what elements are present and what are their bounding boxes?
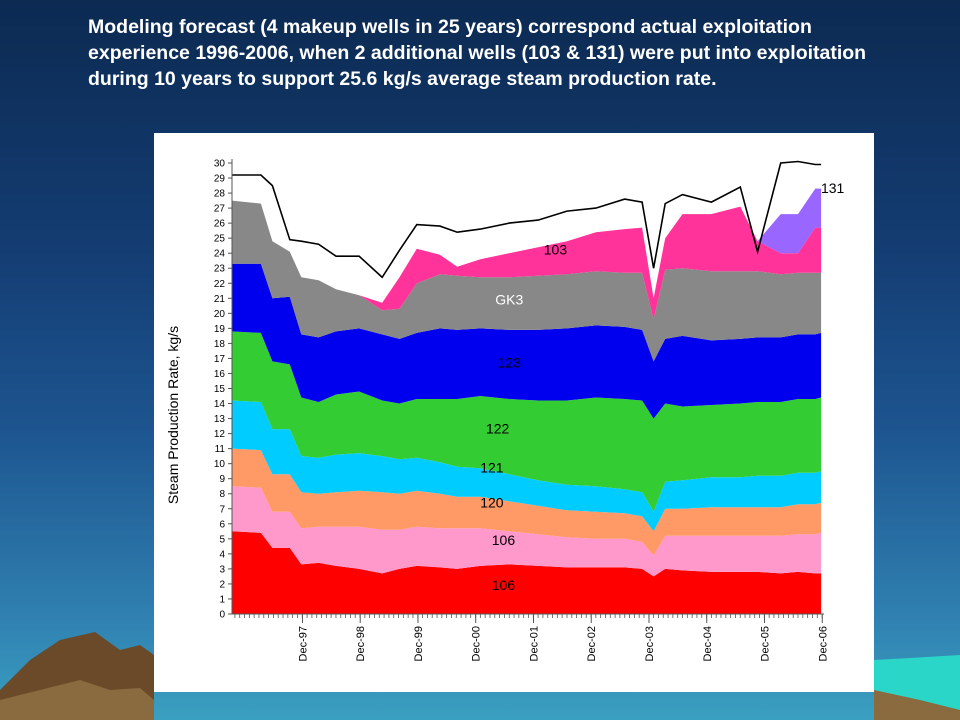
area-series-gk3-6 bbox=[232, 200, 822, 362]
y-tick-label: 15 bbox=[214, 384, 226, 395]
y-tick-label: 5 bbox=[219, 534, 225, 545]
series-label-106: 106 bbox=[492, 532, 516, 548]
chart-axes: 0123456789101112131415161718192021222324… bbox=[214, 159, 829, 662]
total-production-line bbox=[232, 160, 822, 279]
y-tick-label: 10 bbox=[214, 459, 226, 470]
series-areas bbox=[232, 188, 822, 614]
y-tick-label: 6 bbox=[219, 519, 225, 530]
x-tick-label: Dec-04 bbox=[702, 626, 714, 661]
series-label-103: 103 bbox=[544, 242, 568, 258]
y-tick-label: 2 bbox=[219, 579, 225, 590]
x-tick-label: Dec-98 bbox=[355, 626, 367, 661]
x-tick-label: Dec-01 bbox=[528, 626, 540, 661]
x-tick-label: Dec-06 bbox=[817, 626, 829, 661]
total-line bbox=[232, 160, 822, 279]
series-label-131: 131 bbox=[821, 180, 845, 196]
y-tick-label: 3 bbox=[219, 564, 225, 575]
area-series-106-1 bbox=[232, 486, 822, 577]
x-tick-label: Dec-97 bbox=[297, 626, 309, 661]
x-tick-label: Dec-00 bbox=[471, 626, 483, 661]
y-tick-label: 24 bbox=[214, 249, 226, 260]
chart-panel: 0 1 2 3 4 5 6 7 8 9 10 11 12 13 14 15 16 17 18 19 20 21 22 23 24… bbox=[154, 133, 874, 692]
area-series-123-5 bbox=[232, 263, 822, 419]
area-series-122-4 bbox=[232, 331, 822, 512]
series-label-106: 106 bbox=[492, 577, 516, 593]
y-tick-label: 28 bbox=[214, 189, 226, 200]
x-tick-label: Dec-02 bbox=[586, 626, 598, 661]
series-label-gk3: GK3 bbox=[495, 291, 523, 307]
y-tick-label: 13 bbox=[214, 414, 226, 425]
headline-text: Modeling forecast (4 makeup wells in 25 … bbox=[88, 16, 867, 90]
y-tick-label: 11 bbox=[215, 444, 226, 455]
y-tick-label: 14 bbox=[214, 399, 226, 410]
y-tick-label: 19 bbox=[214, 324, 226, 335]
y-tick-label: 20 bbox=[214, 309, 226, 320]
y-axis-title: Steam Production Rate, kg/s bbox=[165, 326, 181, 504]
y-tick-label: 12 bbox=[214, 429, 226, 440]
y-tick-label: 21 bbox=[214, 294, 226, 305]
y-tick-label: 1 bbox=[219, 594, 225, 605]
x-tick-label: Dec-03 bbox=[644, 626, 656, 661]
series-label-122: 122 bbox=[486, 421, 510, 437]
area-series-120-2 bbox=[232, 448, 822, 556]
y-tick-label: 30 bbox=[214, 159, 226, 170]
y-tick-label: 29 bbox=[214, 174, 226, 185]
area-series-106-0 bbox=[232, 531, 822, 614]
y-tick-label: 17 bbox=[214, 354, 226, 365]
y-tick-label: 18 bbox=[214, 339, 226, 350]
y-tick-label: 25 bbox=[214, 234, 226, 245]
y-tick-label: 8 bbox=[219, 489, 225, 500]
x-tick-label: Dec-05 bbox=[760, 626, 772, 661]
area-series-121-3 bbox=[232, 400, 822, 532]
area-series-103-7 bbox=[232, 200, 822, 320]
y-tick-label: 0 bbox=[219, 610, 225, 621]
x-tick-label: Dec-99 bbox=[413, 626, 425, 661]
y-tick-label: 4 bbox=[219, 549, 225, 560]
y-tick-label: 23 bbox=[214, 264, 226, 275]
y-tick-label: 16 bbox=[214, 369, 226, 380]
series-label-120: 120 bbox=[480, 494, 504, 510]
y-tick-label: 9 bbox=[219, 474, 225, 485]
y-tick-label: 7 bbox=[219, 504, 225, 515]
stacked-area-chart: 0123456789101112131415161718192021222324… bbox=[165, 159, 845, 662]
series-label-123: 123 bbox=[498, 354, 522, 370]
y-tick-label: 27 bbox=[214, 204, 226, 215]
series-labels: 106 106 120 121 122 123 GK3 103 131 bbox=[480, 180, 844, 593]
y-tick-label: 26 bbox=[214, 219, 226, 230]
y-tick-label: 22 bbox=[214, 279, 226, 290]
series-label-121: 121 bbox=[480, 460, 504, 476]
